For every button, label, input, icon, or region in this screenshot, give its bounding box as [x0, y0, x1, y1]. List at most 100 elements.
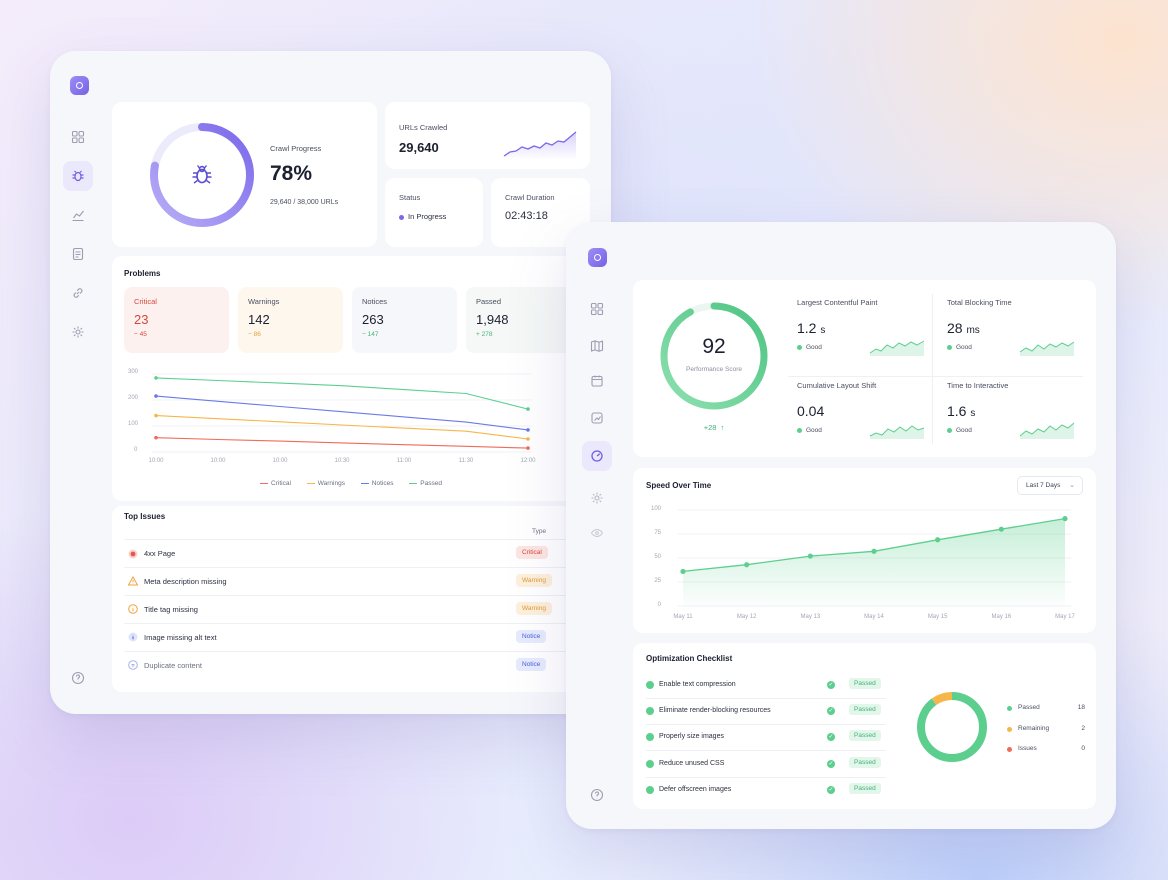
speed-data-point[interactable]: [680, 568, 686, 575]
issue-type-badge: Warning: [516, 602, 552, 615]
reports-nav-icon[interactable]: [63, 239, 93, 269]
lcp-metric[interactable]: Largest Contentful Paint 1.2 s Good: [797, 298, 927, 373]
notices-count-card[interactable]: Notices 263 − 147: [352, 287, 457, 353]
analytics-nav-icon[interactable]: [63, 200, 93, 230]
status-label: Status: [399, 193, 421, 202]
issue-row[interactable]: Image missing alt text Notice: [124, 624, 578, 651]
performance-nav-icon[interactable]: [582, 441, 612, 471]
metric-status: Good: [956, 427, 972, 434]
crawl-duration-value: 02:43:18: [505, 210, 548, 222]
legend-label: Passed: [1018, 704, 1040, 711]
status-dot: [399, 214, 404, 220]
help-icon[interactable]: [582, 780, 612, 810]
links-nav-icon[interactable]: [63, 278, 93, 308]
app-logo-icon[interactable]: [70, 76, 89, 95]
metric-value-row: 0.04: [797, 403, 824, 419]
x-tick-label: 10:00: [272, 458, 288, 464]
crawler-nav-icon[interactable]: [63, 161, 93, 191]
legend-dot: [1007, 747, 1012, 752]
performance-score-card: 92 Performance Score +28 ↑ Largest Conte…: [633, 280, 1096, 457]
legend-notices: Notices: [371, 480, 394, 487]
dashboard-nav-icon[interactable]: [582, 294, 612, 324]
x-tick-label: 12:00: [520, 458, 536, 464]
help-icon[interactable]: [63, 663, 93, 693]
performance-window: 92 Performance Score +28 ↑ Largest Conte…: [566, 222, 1116, 829]
divider: [932, 294, 933, 444]
settings-nav-icon[interactable]: [63, 317, 93, 347]
y-tick-label: 100: [128, 421, 139, 427]
dashboard-nav-icon[interactable]: [63, 122, 93, 152]
critical-count-card[interactable]: Critical 23 − 45: [124, 287, 229, 353]
x-tick-label: 10:30: [334, 458, 350, 464]
checklist-item[interactable]: Enable text compression ✓ Passed: [646, 673, 886, 699]
map-nav-icon[interactable]: [582, 331, 612, 361]
spider-icon: [192, 165, 212, 184]
x-tick-label: May 11: [673, 614, 693, 620]
speed-data-point[interactable]: [1062, 516, 1068, 522]
series-line-notices: [155, 395, 529, 431]
crawl-progress-ring: [150, 123, 254, 227]
metric-label: Total Blocking Time: [947, 298, 1012, 307]
x-tick-label: 11:30: [458, 458, 474, 464]
checklist-item[interactable]: Properly size images ✓ Passed: [646, 725, 886, 752]
divider: [124, 651, 578, 652]
eye-nav-icon[interactable]: [582, 518, 612, 548]
optimization-checklist-card: Optimization Checklist Enable text compr…: [633, 643, 1096, 809]
speed-data-point[interactable]: [935, 537, 941, 543]
divider: [646, 724, 886, 726]
metric-status: Good: [956, 344, 972, 351]
speed-data-point[interactable]: [807, 553, 813, 559]
settings-nav-icon[interactable]: [582, 483, 612, 513]
speed-data-point[interactable]: [744, 562, 750, 568]
date-range-select[interactable]: Last 7 Days ⌄: [1017, 476, 1083, 495]
passed-count-card[interactable]: Passed 1,948 + 278: [466, 287, 578, 353]
issue-type-badge: Notice: [516, 630, 547, 643]
cls-sparkline: [869, 425, 925, 439]
checklist-item[interactable]: Eliminate render-blocking resources ✓ Pass…: [646, 699, 886, 726]
app-logo-icon[interactable]: [588, 248, 607, 267]
check-circle-icon: [646, 681, 654, 689]
metric-status: Good: [806, 344, 822, 351]
notices-value: 263: [362, 312, 384, 327]
problems-card: Problems Critical 23 − 45 Warnings 142 −…: [112, 256, 590, 501]
issue-row[interactable]: Title tag missing Warning: [124, 596, 578, 623]
tbt-metric[interactable]: Total Blocking Time 28 ms Good: [947, 298, 1087, 373]
calendar-nav-icon[interactable]: [582, 366, 612, 396]
checkmark-icon: ✓: [827, 759, 835, 768]
tti-metric[interactable]: Time to Interactive 1.6 s Good: [947, 381, 1087, 451]
y-tick-label: 100: [650, 506, 661, 512]
donut-slice-remaining: [917, 692, 987, 762]
notices-delta: − 147: [362, 331, 379, 338]
speed-area: [683, 518, 1065, 606]
issue-row[interactable]: Meta description missing Warning: [124, 568, 578, 595]
y-tick-label: 25: [654, 578, 661, 584]
checklist-item[interactable]: Reduce unused CSS ✓ Passed: [646, 752, 886, 778]
passed-badge: Passed: [849, 756, 881, 768]
metric-value-row: 28 ms: [947, 320, 980, 336]
checklist-title: Optimization Checklist: [646, 654, 733, 663]
legend-dot: [1007, 706, 1012, 711]
speed-data-point[interactable]: [871, 548, 877, 554]
speed-nav-icon[interactable]: [582, 403, 612, 433]
issue-row[interactable]: Duplicate content Notice: [124, 652, 578, 679]
passed-label: Passed: [476, 297, 502, 306]
divider: [646, 698, 886, 699]
legend-value: 0: [1081, 745, 1085, 752]
tti-sparkline: [1019, 422, 1075, 439]
x-tick-label: 10:00: [148, 458, 164, 464]
checklist-item[interactable]: Defer offscreen images ✓ Passed: [646, 778, 886, 804]
urls-crawled-value: 29,640: [399, 140, 439, 155]
type-column-header: Type: [532, 528, 547, 535]
issue-row[interactable]: 4xx Page Critical: [124, 540, 578, 567]
speed-data-point[interactable]: [998, 526, 1004, 532]
warnings-label: Warnings: [248, 297, 280, 306]
warnings-count-card[interactable]: Warnings 142 − 86: [238, 287, 343, 353]
issue-type-badge: Notice: [516, 658, 547, 671]
metric-label: Cumulative Layout Shift: [797, 381, 877, 390]
metric-value: 28: [947, 320, 963, 336]
cls-metric[interactable]: Cumulative Layout Shift 0.04 Good: [797, 381, 927, 451]
y-tick-label: 200: [128, 395, 139, 401]
metric-status-row: Good: [947, 427, 972, 434]
passed-badge: Passed: [849, 730, 881, 742]
metric-status: Good: [806, 427, 822, 434]
